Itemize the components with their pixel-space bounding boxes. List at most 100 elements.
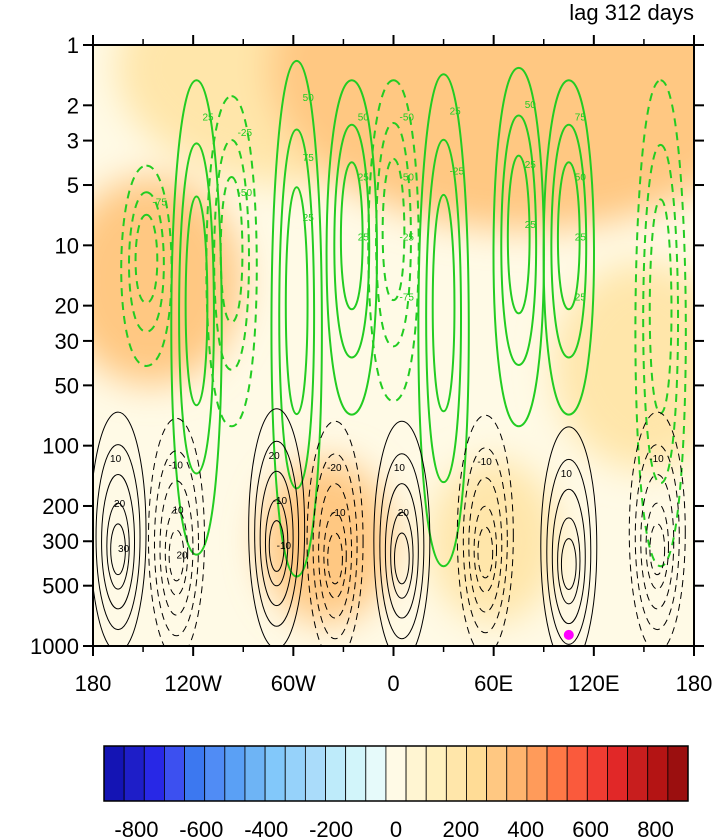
colorbar-label-7: 600 <box>572 817 609 838</box>
green-contour-9-0 <box>634 79 687 568</box>
x-tick-label-3: 0 <box>387 671 399 696</box>
green-contour-3-2 <box>284 186 309 416</box>
colorbar-box-5 <box>204 745 226 802</box>
black-contour-2-3 <box>264 499 289 587</box>
black-contour-label-2-2: -10 <box>277 541 292 552</box>
green-contour-2-2 <box>219 176 244 324</box>
x-tick-label-1: 120W <box>164 671 222 696</box>
colorbar-label-6: 400 <box>507 817 544 838</box>
black-contour-label-3-1: -10 <box>331 508 346 519</box>
y-axis: 1 2 3 5 10 20 30 50 100 200 300 500 1000 <box>30 33 704 659</box>
colorbar-label-2: -400 <box>244 817 288 838</box>
black-contour-3-2 <box>318 483 353 619</box>
y-tick-label-11: 500 <box>42 574 79 599</box>
colorbar-box-7 <box>244 745 266 802</box>
y-tick-label-5: 20 <box>55 294 79 319</box>
black-contour-1-3 <box>164 508 189 596</box>
black-contour-4-1 <box>379 453 425 640</box>
green-contour-5-2 <box>381 157 406 302</box>
black-contour-0-0 <box>93 411 147 646</box>
black-contour-1-2 <box>159 480 194 616</box>
colorbar-box-22 <box>546 745 568 802</box>
colorbar-label-1: -600 <box>179 817 223 838</box>
black-contour-label-0-1: 20 <box>114 499 126 510</box>
black-contour-label-1-1: 10 <box>172 505 184 516</box>
green-contour-1-0 <box>170 79 223 556</box>
colorbar-box-25 <box>607 745 628 802</box>
green-contour-8-0 <box>542 79 595 416</box>
x-axis: 180 120W 60W 0 60E 120E 180 <box>75 35 712 696</box>
black-contour-label-1-2: 20 <box>176 550 188 561</box>
y-tick-label-8: 100 <box>42 434 79 459</box>
chart-title: lag 312 days <box>569 0 694 25</box>
colorbar-box-12 <box>345 745 367 802</box>
shade-blob-4-1 <box>261 459 392 624</box>
colorbar-box-17 <box>445 745 467 802</box>
green-contour-label-5-3: -75 <box>400 292 415 303</box>
black-contour-2-4 <box>268 520 285 572</box>
shade-blob-3-1 <box>93 176 242 385</box>
shade-blob-5-1 <box>428 459 559 624</box>
green-contour-label-3-1: 75 <box>303 153 315 164</box>
green-contour-7-0 <box>492 66 545 428</box>
black-contour-4-3 <box>390 511 414 599</box>
black-contour-2-1 <box>254 440 300 627</box>
black-contour-5-1 <box>462 447 508 634</box>
black-contour-0-2 <box>101 473 136 610</box>
y-tick-label-9: 200 <box>42 494 79 519</box>
green-contour-label-1-0: 25 <box>203 112 215 123</box>
black-contour-1-1 <box>153 450 199 637</box>
colorbar-label-3: -200 <box>309 817 353 838</box>
colorbar-box-19 <box>486 745 508 802</box>
black-contour-6-4 <box>560 538 577 590</box>
black-contour-3-1 <box>312 453 358 640</box>
shade-blob-2-1 <box>553 261 694 470</box>
green-contour-label-7-2: 25 <box>525 220 537 231</box>
y-tick-label-3: 5 <box>67 173 79 198</box>
black-contour-label-0-2: 30 <box>118 544 130 555</box>
green-contour-6-0 <box>417 73 470 568</box>
x-tick-label-2: 60W <box>271 671 316 696</box>
colorbar-frame <box>103 745 689 802</box>
black-contour-0-3 <box>106 502 130 590</box>
black-contour-7-2 <box>640 473 675 610</box>
colorbar-box-13 <box>365 745 387 802</box>
black-contour-7-4 <box>649 523 666 576</box>
black-contour-label-2-1: -10 <box>273 496 288 507</box>
y-tick-label-4: 10 <box>55 233 79 258</box>
black-contour-1-0 <box>147 417 205 646</box>
black-contour-6-1 <box>546 458 592 645</box>
black-contour-2-2 <box>259 470 294 607</box>
green-contour-3-1 <box>278 128 316 490</box>
black-contour-2-0 <box>248 408 306 646</box>
colorbar-box-24 <box>586 745 608 802</box>
x-tick-label-0: 180 <box>75 671 112 696</box>
black-contour-4-0 <box>373 420 431 646</box>
colorbar-box-2 <box>143 745 165 802</box>
black-contour-5-0 <box>456 414 514 646</box>
y-tick-label-0: 1 <box>67 33 79 58</box>
black-contour-5-3 <box>473 505 498 593</box>
black-contour-label-7-0: -10 <box>649 454 664 465</box>
black-contour-5-2 <box>468 477 503 613</box>
marker-point <box>563 629 574 640</box>
green-contour-label-5-2: -25 <box>400 232 415 243</box>
green-contour-label-4-1: 25 <box>358 172 370 183</box>
colorbar-box-14 <box>385 745 407 802</box>
black-contour-0-1 <box>95 444 141 631</box>
colorbar-box-0 <box>103 745 125 802</box>
x-tick-label-5: 120E <box>568 671 619 696</box>
green-contour-label-0-0: -75 <box>152 198 167 209</box>
black-contour-label-5-0: -10 <box>477 457 492 468</box>
green-contour-label-3-0: 50 <box>303 93 315 104</box>
green-contour-4-0 <box>325 79 378 416</box>
colorbar-box-27 <box>647 745 669 802</box>
colorbar-box-21 <box>526 745 548 802</box>
black-contour-label-4-1: 20 <box>398 508 410 519</box>
x-tick-label-4: 60E <box>474 671 513 696</box>
green-contour-4-2 <box>339 161 364 311</box>
black-contour-label-3-0: -20 <box>327 463 342 474</box>
black-contour-4-4 <box>393 532 410 585</box>
green-contour-6-2 <box>431 193 456 413</box>
green-contour-label-5-1: -50 <box>400 172 415 183</box>
